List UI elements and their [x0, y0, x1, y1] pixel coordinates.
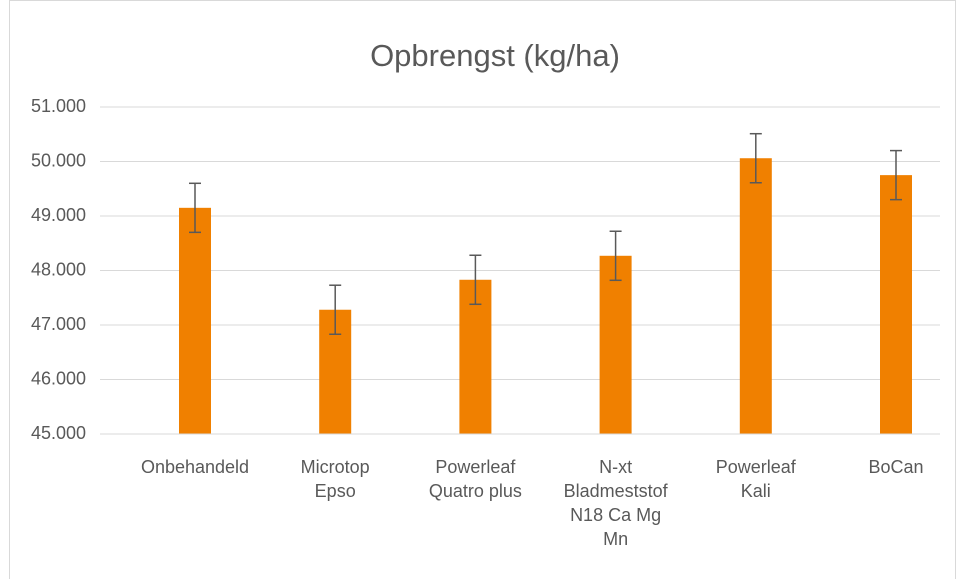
y-tick-label: 45.000	[31, 423, 86, 443]
x-tick-label: N-xt Bladmeststof N18 Ca Mg Mn	[564, 457, 669, 549]
error-bar	[609, 230, 622, 282]
y-tick-label: 47.000	[31, 314, 86, 334]
x-tick-line: Mn	[603, 529, 628, 549]
error-bar	[329, 284, 342, 336]
chart-title: Opbrengst (kg/ha)	[370, 38, 620, 73]
x-tick-label: Powerleaf Kali	[716, 457, 797, 501]
y-tick-label: 51.000	[31, 96, 86, 116]
error-bar	[189, 182, 201, 234]
bar	[179, 207, 211, 434]
x-tick-line: Microtop	[301, 457, 370, 477]
x-tick-line: N18 Ca Mg	[570, 505, 661, 525]
error-bar	[890, 149, 902, 201]
y-tick-label: 50.000	[31, 150, 86, 170]
x-tick-line: N-xt	[599, 457, 632, 477]
x-tick-line: Epso	[315, 481, 356, 501]
bar	[459, 279, 492, 434]
x-tick-label: Onbehandeld	[141, 457, 249, 477]
x-tick-line: Powerleaf	[435, 457, 516, 477]
error-bar	[469, 254, 482, 306]
x-tick-line: Bladmeststof	[564, 481, 669, 501]
x-tick-label: BoCan	[868, 457, 923, 477]
y-tick-label: 48.000	[31, 259, 86, 279]
error-bar	[749, 132, 762, 184]
bar	[599, 255, 632, 434]
y-tick-label: 46.000	[31, 368, 86, 388]
bar	[739, 158, 772, 435]
x-tick-line: BoCan	[868, 457, 923, 477]
x-tick-label: Powerleaf Quatro plus	[429, 457, 522, 501]
x-tick-line: Onbehandeld	[141, 457, 249, 477]
x-tick-line: Quatro plus	[429, 481, 522, 501]
x-tick-line: Powerleaf	[716, 457, 797, 477]
x-tick-label: Microtop Epso	[301, 457, 370, 501]
x-tick-line: Kali	[741, 481, 771, 501]
bar	[880, 175, 912, 434]
y-tick-label: 49.000	[31, 205, 86, 225]
